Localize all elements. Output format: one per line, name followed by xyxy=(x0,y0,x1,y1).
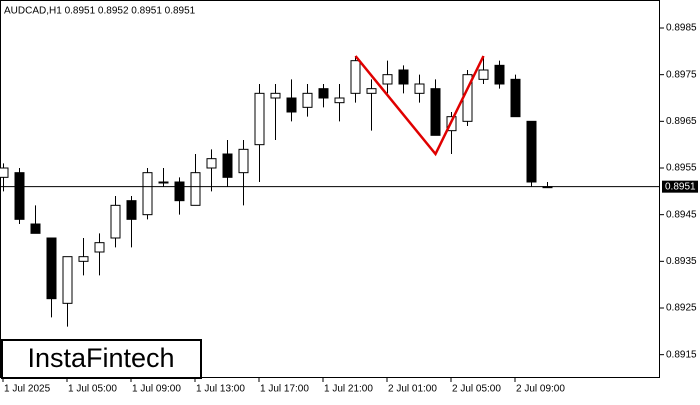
candle-body xyxy=(382,74,393,85)
candle-body xyxy=(0,167,9,178)
candle-body xyxy=(398,69,409,85)
candle-body xyxy=(78,256,89,262)
candle-body xyxy=(270,92,281,99)
candle-body xyxy=(14,172,25,220)
candle-body xyxy=(94,242,105,253)
candle-body xyxy=(238,148,249,174)
y-tick-label: 0.8975 xyxy=(666,69,697,80)
candle-body xyxy=(510,78,521,118)
candle-body xyxy=(174,181,185,202)
candle-body xyxy=(302,92,313,108)
candle-body xyxy=(62,256,73,304)
logo-text: InstaFintech xyxy=(27,343,174,373)
candle-body xyxy=(350,60,361,94)
y-tick-label: 0.8955 xyxy=(666,163,697,174)
price-box xyxy=(662,180,698,193)
candle-body xyxy=(526,120,537,183)
candle-body xyxy=(46,237,57,300)
candle-body xyxy=(158,181,169,184)
candle-body xyxy=(222,153,233,178)
x-tick-label: 1 Jul 2025 xyxy=(4,384,51,395)
logo-box xyxy=(1,339,202,379)
x-tick-label: 2 Jul 05:00 xyxy=(452,384,501,395)
candle-body xyxy=(286,97,297,113)
x-tick-label: 1 Jul 09:00 xyxy=(132,384,181,395)
x-tick-label: 1 Jul 17:00 xyxy=(260,384,309,395)
candle-body xyxy=(110,204,121,239)
chart-title: AUDCAD,H1 0.8951 0.8952 0.8951 0.8951 xyxy=(4,6,196,17)
pattern-line xyxy=(354,55,485,157)
y-tick-label: 0.8915 xyxy=(666,349,697,360)
y-tick-label: 0.8985 xyxy=(666,23,697,34)
x-tick-label: 1 Jul 05:00 xyxy=(68,384,117,395)
candle-body xyxy=(366,88,377,94)
candle-body xyxy=(142,172,153,216)
candle-body xyxy=(30,223,41,234)
candle-body xyxy=(494,64,505,85)
x-tick-label: 1 Jul 21:00 xyxy=(324,384,373,395)
y-tick-label: 0.8935 xyxy=(666,256,697,267)
candle-body xyxy=(190,172,201,206)
x-tick-label: 2 Jul 09:00 xyxy=(516,384,565,395)
candle-body xyxy=(478,69,489,80)
logo: InstaFintech xyxy=(1,339,202,379)
price-label: 0.8951 xyxy=(665,181,696,192)
plot-frame xyxy=(0,0,660,378)
candle-body xyxy=(206,158,217,169)
x-tick-label: 2 Jul 01:00 xyxy=(388,384,437,395)
y-tick-label: 0.8925 xyxy=(666,303,697,314)
y-tick-label: 0.8965 xyxy=(666,116,697,127)
y-tick-label: 0.8945 xyxy=(666,209,697,220)
candle-body xyxy=(430,88,441,136)
candle-body xyxy=(318,88,329,99)
candle-body xyxy=(334,97,345,104)
candle-body xyxy=(254,92,265,146)
candle-body xyxy=(126,200,137,220)
candle-body xyxy=(414,83,425,94)
x-tick-label: 1 Jul 13:00 xyxy=(196,384,245,395)
